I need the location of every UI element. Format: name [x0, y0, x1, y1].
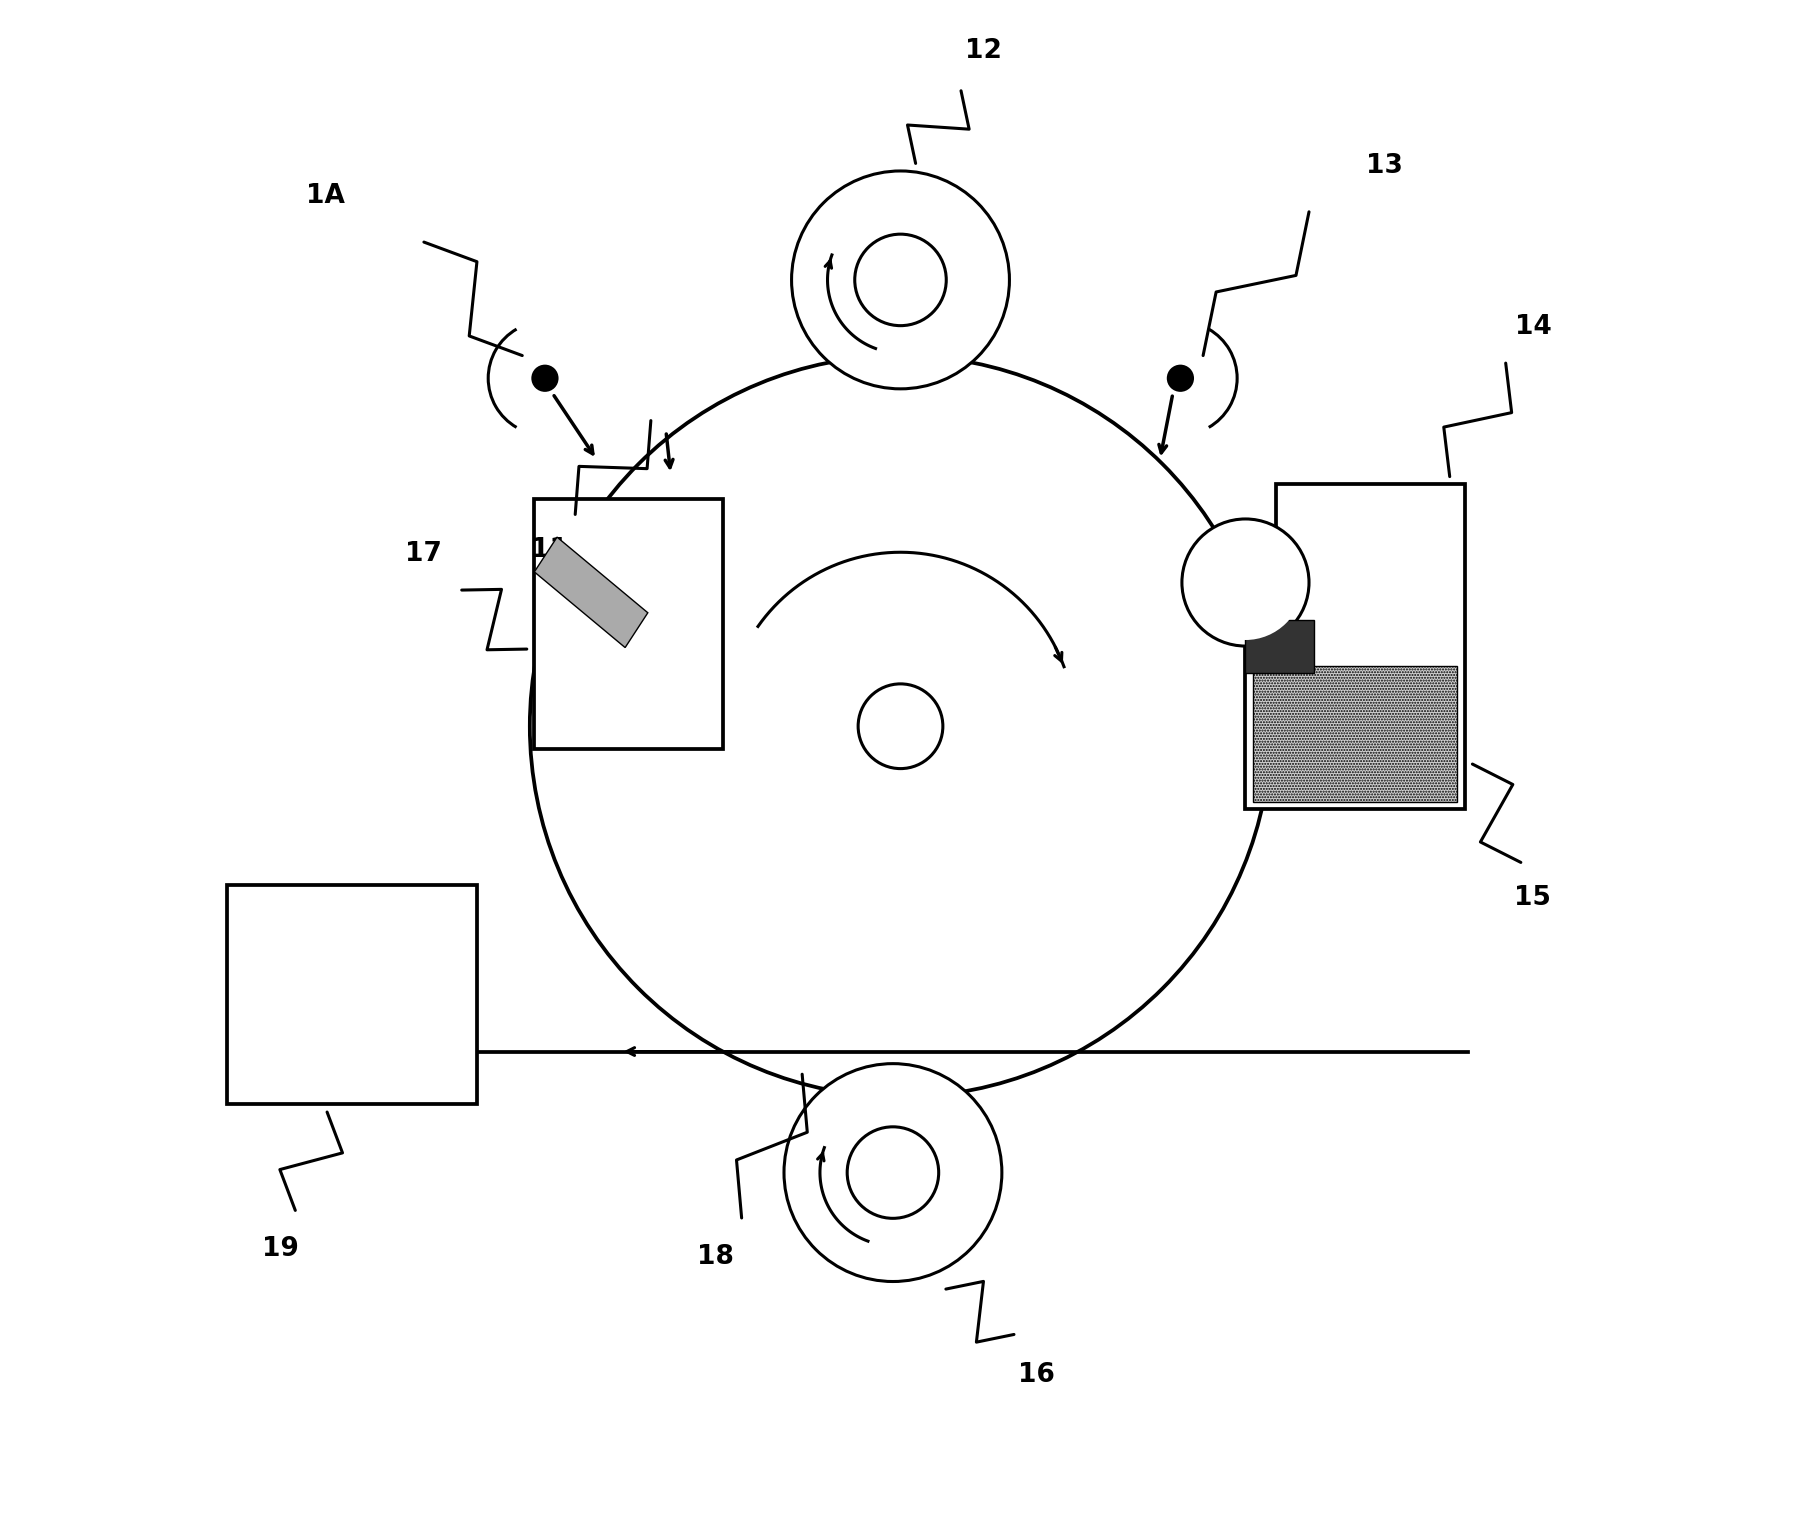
Text: 16: 16 — [1018, 1362, 1055, 1387]
Bar — [227, 885, 477, 1104]
Text: 18: 18 — [697, 1244, 735, 1269]
Text: 19: 19 — [261, 1236, 299, 1262]
Circle shape — [529, 356, 1272, 1097]
Circle shape — [783, 1064, 1001, 1282]
Text: 1A: 1A — [306, 183, 346, 209]
Circle shape — [792, 171, 1009, 389]
Polygon shape — [535, 537, 648, 648]
Circle shape — [1189, 525, 1302, 640]
Polygon shape — [1246, 484, 1464, 809]
Circle shape — [531, 365, 558, 392]
Text: 13: 13 — [1367, 153, 1403, 179]
Polygon shape — [1253, 666, 1457, 802]
Polygon shape — [1246, 620, 1313, 673]
Text: 17: 17 — [405, 542, 443, 567]
Text: 15: 15 — [1515, 885, 1551, 911]
Bar — [535, 499, 724, 749]
Text: 14: 14 — [1515, 315, 1551, 340]
Text: 11: 11 — [531, 537, 567, 563]
Circle shape — [1167, 365, 1194, 392]
Circle shape — [1181, 519, 1309, 646]
Text: 12: 12 — [965, 38, 1001, 64]
